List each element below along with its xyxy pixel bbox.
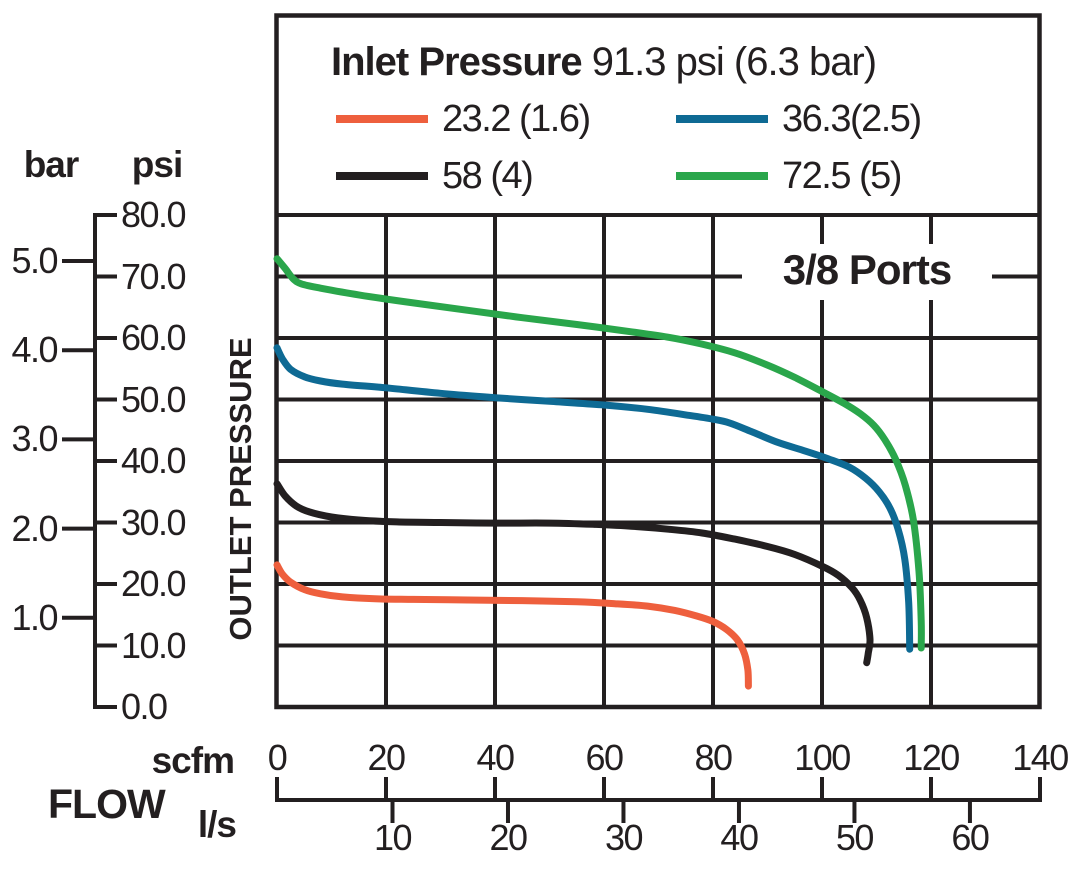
chart-frame bbox=[274, 13, 1042, 710]
psi-tick-label: 80.0 bbox=[121, 194, 187, 235]
scfm-tick-label: 0 bbox=[267, 737, 288, 778]
curve-23.2-1.6- bbox=[273, 561, 752, 690]
psi-tick-label: 0.0 bbox=[121, 686, 168, 727]
legend-label: 72.5 (5) bbox=[782, 155, 902, 197]
psi-tick-label: 60.0 bbox=[121, 317, 187, 358]
curve-72.5-5- bbox=[273, 255, 925, 652]
scfm-tick-label: 140 bbox=[1012, 737, 1069, 778]
curve-58-4- bbox=[273, 480, 874, 667]
chart-title-value: 91.3 psi (6.3 bar) bbox=[581, 40, 877, 84]
scfm-tick-label: 120 bbox=[903, 737, 960, 778]
psi-tick-label: 10.0 bbox=[121, 624, 187, 666]
legend-swatch-green bbox=[676, 172, 768, 180]
ls-tick-label: 40 bbox=[720, 817, 759, 858]
ls-tick-label: 30 bbox=[604, 817, 644, 858]
chart-title: Inlet Pressure 91.3 psi (6.3 bar) bbox=[331, 40, 877, 85]
ls-tick-label: 20 bbox=[489, 817, 528, 858]
scfm-unit-label: scfm bbox=[151, 740, 235, 781]
psi-tick-label: 50.0 bbox=[121, 378, 187, 420]
bar-tick-label: 2.0 bbox=[11, 507, 58, 549]
bar-tick-label: 3.0 bbox=[11, 418, 58, 460]
legend-swatch-orange bbox=[336, 115, 428, 123]
psi-tick-label: 40.0 bbox=[121, 440, 187, 481]
ls-tick-label: 10 bbox=[373, 817, 413, 858]
bar-unit-label: bar bbox=[23, 144, 80, 185]
bar-tick-label: 4.0 bbox=[11, 329, 58, 371]
legend-label: 23.2 (1.6) bbox=[442, 98, 591, 140]
bar-tick-label: 5.0 bbox=[11, 240, 58, 281]
bar-tick-label: 1.0 bbox=[11, 596, 58, 638]
ls-tick-label: 60 bbox=[951, 817, 990, 858]
scfm-tick-label: 40 bbox=[476, 737, 515, 778]
psi-tick-label: 20.0 bbox=[121, 563, 187, 604]
ls-unit-label: l/s bbox=[197, 804, 237, 845]
ports-annotation: 3/8 Ports bbox=[742, 244, 992, 300]
psi-unit-label: psi bbox=[131, 144, 183, 185]
y-axis-title: OUTLET PRESSURE bbox=[223, 337, 258, 641]
legend-label: 36.3(2.5) bbox=[782, 98, 922, 140]
legend-swatch-blue bbox=[676, 115, 768, 123]
scfm-tick-label: 20 bbox=[367, 737, 406, 778]
legend-swatch-black bbox=[336, 172, 428, 180]
scfm-tick-label: 60 bbox=[585, 737, 624, 778]
legend-label: 58 (4) bbox=[442, 155, 534, 197]
ls-tick-label: 50 bbox=[835, 817, 875, 858]
scfm-tick-label: 80 bbox=[694, 737, 733, 778]
psi-tick-label: 30.0 bbox=[121, 501, 187, 543]
curve-36.3-2.5- bbox=[273, 344, 914, 653]
flow-axis-title: FLOW bbox=[48, 781, 166, 827]
psi-tick-label: 70.0 bbox=[121, 255, 187, 297]
chart-title-bold: Inlet Pressure bbox=[331, 40, 583, 84]
scfm-tick-label: 100 bbox=[794, 737, 851, 778]
